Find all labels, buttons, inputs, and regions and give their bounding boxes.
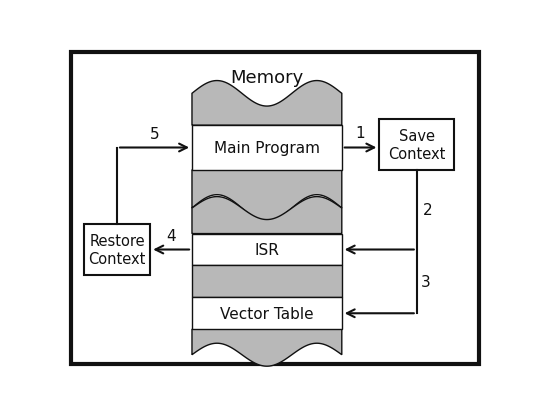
Text: 2: 2 <box>423 203 433 218</box>
Text: Vector Table: Vector Table <box>220 306 314 321</box>
Text: ISR: ISR <box>255 242 279 257</box>
Polygon shape <box>192 171 342 222</box>
Polygon shape <box>192 81 342 126</box>
Bar <box>192 234 342 266</box>
Text: 4: 4 <box>166 228 176 244</box>
Bar <box>192 298 342 330</box>
Text: 3: 3 <box>421 274 431 289</box>
Polygon shape <box>192 330 342 366</box>
Polygon shape <box>192 197 342 234</box>
Text: Restore
Context: Restore Context <box>89 234 146 266</box>
Text: 1: 1 <box>355 125 365 140</box>
Bar <box>192 266 342 298</box>
Bar <box>192 126 342 171</box>
Text: Save
Context: Save Context <box>388 129 445 161</box>
Bar <box>84 225 150 275</box>
Text: Main Program: Main Program <box>214 141 320 156</box>
Text: Memory: Memory <box>230 69 303 87</box>
Text: 5: 5 <box>150 127 159 142</box>
Bar <box>379 119 454 171</box>
